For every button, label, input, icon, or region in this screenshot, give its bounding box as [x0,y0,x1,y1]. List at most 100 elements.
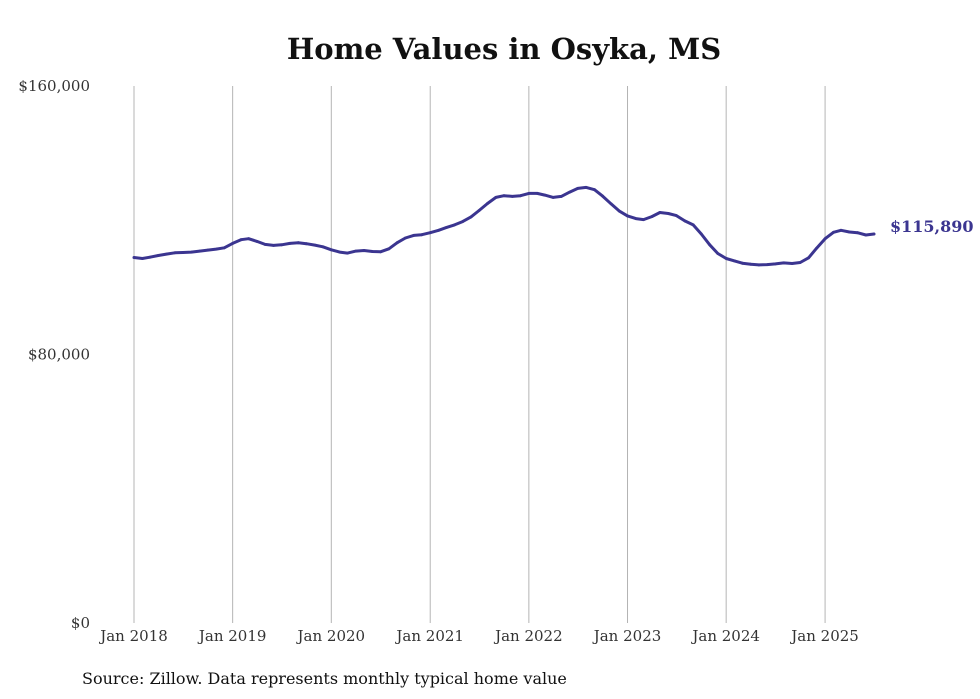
data-point [132,256,136,259]
data-point [239,238,243,242]
data-point [296,241,300,245]
data-point [749,262,753,266]
data-point [189,250,193,254]
data-point [437,228,440,232]
data-point [617,209,621,213]
y-axis-ticks: $0 $80,000 $160,000 [18,77,90,632]
x-tick-label: Jan 2024 [690,627,760,645]
data-point [765,263,769,266]
data-point [141,257,144,260]
data-point [593,188,596,192]
x-tick-label: Jan 2025 [789,627,859,645]
data-point [716,252,720,255]
data-point [584,186,588,189]
data-point [511,195,514,198]
data-point [708,243,712,247]
y-tick-label: $80,000 [28,346,90,364]
data-point [832,230,835,234]
data-point [741,261,744,265]
data-point [839,228,843,232]
data-point [412,234,416,237]
data-point [527,192,531,195]
y-tick-label: $0 [71,614,90,632]
data-point [848,230,851,234]
data-point [807,256,810,260]
data-point [601,194,604,198]
data-point [420,233,424,237]
data-point [165,252,168,256]
data-point [428,231,432,235]
data-point [198,249,202,253]
data-point [247,237,251,241]
data-point [856,231,859,235]
data-point [263,243,267,246]
data-point [354,249,358,253]
data-point [650,215,654,219]
x-tick-label: Jan 2023 [592,627,662,645]
data-point [519,194,522,198]
data-point [346,251,349,255]
data-point [502,194,506,198]
data-point [288,242,292,245]
data-point [255,240,259,243]
data-point [321,245,325,249]
data-point [387,247,391,251]
data-point [626,214,629,218]
data-point [872,232,876,236]
source-note: Source: Zillow. Data represents monthly … [82,669,567,688]
data-point [559,195,563,198]
data-point [724,257,728,260]
data-point [486,202,489,205]
data-point [823,237,827,241]
data-point [338,250,342,254]
data-point [543,193,547,197]
data-point [379,250,382,254]
data-point [453,223,456,227]
data-point [757,263,761,267]
data-point [461,220,464,224]
data-point [477,209,481,212]
data-point [782,261,786,265]
data-point [798,261,802,264]
data-point [551,196,555,199]
data-point [444,226,448,230]
x-tick-label: Jan 2020 [296,627,366,645]
series-line [132,185,876,267]
data-point [156,254,160,257]
data-point [733,259,736,263]
data-point [469,215,473,219]
data-point [658,211,662,214]
data-point [790,262,794,265]
data-point [535,192,539,195]
data-point [404,236,407,240]
data-point [699,232,703,236]
data-point [173,251,177,255]
data-point [305,242,308,246]
data-point [864,233,868,237]
x-tick-label: Jan 2021 [394,627,464,645]
data-point [691,223,695,227]
y-tick-label: $160,000 [18,77,90,95]
data-point [280,243,283,247]
x-tick-label: Jan 2022 [493,627,563,645]
data-point [272,244,275,247]
data-point [222,246,226,250]
data-point [666,212,670,215]
data-point [609,202,613,206]
data-point [683,219,687,223]
data-point [181,251,185,254]
data-point [148,255,152,259]
data-point [371,250,374,253]
series-layer [132,185,876,267]
data-point [568,190,572,194]
data-point [642,218,645,222]
end-value-label: $115,890 [890,217,974,236]
gridlines [133,86,826,623]
data-point [214,247,218,251]
data-point [362,249,366,252]
data-point [395,241,399,245]
data-point [329,248,333,252]
chart-title: Home Values in Osyka, MS [287,32,721,66]
data-point [576,187,580,190]
